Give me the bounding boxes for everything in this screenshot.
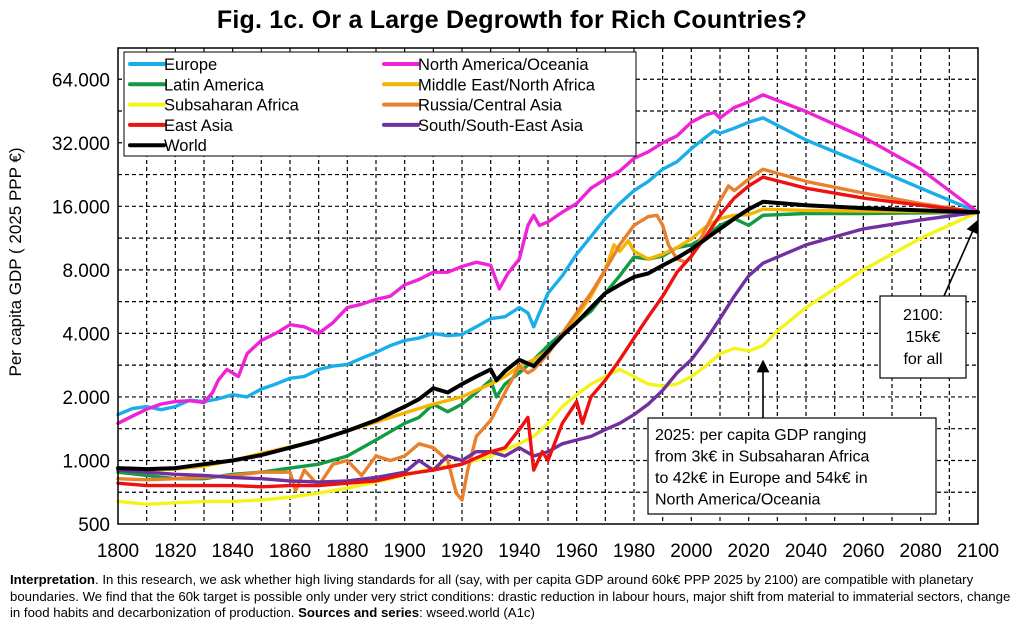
annotation-2025-line: to 42k€ in Europe and 54k€ in (655, 470, 868, 487)
legend-label: East Asia (164, 117, 234, 135)
annotation-2100-line: 15k€ (906, 329, 941, 346)
y-axis-label: Per capita GDP ( 2025 PPP €) (6, 148, 25, 377)
annotation-box-2100 (879, 295, 967, 379)
x-tick-label: 2000 (670, 541, 712, 562)
x-tick-label: 2080 (900, 541, 942, 562)
series-line-subsaharan-africa (116, 210, 980, 506)
series-line-europe (116, 116, 980, 417)
annotation-2025-line: North America/Oceania (655, 492, 821, 509)
annotation-2100-line: for all (903, 351, 942, 368)
footnote: Interpretation. In this research, we ask… (10, 572, 1015, 622)
legend-label: Latin America (164, 76, 265, 94)
annotation-2025-line: 2025: per capita GDP ranging (655, 427, 866, 444)
legend-label: Europe (164, 56, 217, 74)
chart-title: Fig. 1c. Or a Large Degrowth for Rich Co… (216, 6, 808, 34)
legend-label: Subsaharan Africa (164, 97, 300, 115)
legend: Europe Latin America Subsaharan Africa East… (123, 51, 637, 157)
series-lines (116, 93, 980, 506)
series-line-world (116, 199, 980, 472)
x-tick-label: 1940 (498, 541, 540, 562)
annotation-arrow-2100 (943, 220, 979, 297)
y-tick-label: 4.000 (62, 324, 110, 345)
y-tick-label: 16.000 (52, 197, 110, 218)
footnote-sources-text: : wseed.world (A1c) (419, 605, 535, 620)
y-tick-label: 1.000 (62, 451, 110, 472)
annotation-2025-line: from 3k€ in Subsaharan Africa (655, 449, 869, 466)
y-tick-label: 500 (78, 515, 110, 536)
y-tick-label: 2.000 (62, 388, 110, 409)
annotation-2100-line: 2100: (903, 307, 943, 324)
legend-label: Middle East/North Africa (418, 76, 596, 94)
x-tick-label: 1960 (556, 541, 598, 562)
x-tick-label: 2060 (842, 541, 884, 562)
annotation-box-2025 (647, 417, 937, 515)
legend-label: World (164, 137, 207, 155)
x-tick-label: 1860 (269, 541, 311, 562)
y-tick-label: 8.000 (62, 261, 110, 282)
line-chart: 500 1.000 2.000 4.000 8.000 16.000 32.000 64.00… (6, 47, 999, 562)
y-tick-label: 64.000 (52, 70, 110, 91)
x-tick-label: 1900 (384, 541, 426, 562)
x-tick-label: 2040 (785, 541, 827, 562)
footnote-text: . In this research, we ask whether high … (10, 572, 1011, 620)
x-tick-label: 1920 (441, 541, 483, 562)
x-tick-label: 1840 (212, 541, 254, 562)
series-line-russia-central-asia (116, 167, 980, 502)
x-tick-label: 1880 (326, 541, 368, 562)
axes: 500 1.000 2.000 4.000 8.000 16.000 32.000 64.00… (52, 70, 999, 562)
x-tick-label: 2100 (957, 541, 999, 562)
annotations: 2100: 15k€ for all 2025: per capita GDP ran… (647, 220, 979, 515)
x-tick-label: 2020 (728, 541, 770, 562)
x-tick-label: 1800 (97, 541, 139, 562)
footnote-bold-interpretation: Interpretation (10, 572, 95, 587)
legend-label: South/South-East Asia (418, 117, 584, 135)
legend-box (123, 51, 637, 157)
legend-label: Russia/Central Asia (418, 97, 563, 115)
legend-label: North America/Oceania (418, 56, 589, 74)
plot-frame (117, 47, 979, 525)
x-tick-label: 1980 (613, 541, 655, 562)
series-line-north-america-oceania (116, 93, 980, 425)
series-line-east-asia (116, 175, 980, 489)
x-tick-label: 1820 (154, 541, 196, 562)
footnote-bold-sources: Sources and series (298, 605, 420, 620)
y-tick-label: 32.000 (52, 134, 110, 155)
